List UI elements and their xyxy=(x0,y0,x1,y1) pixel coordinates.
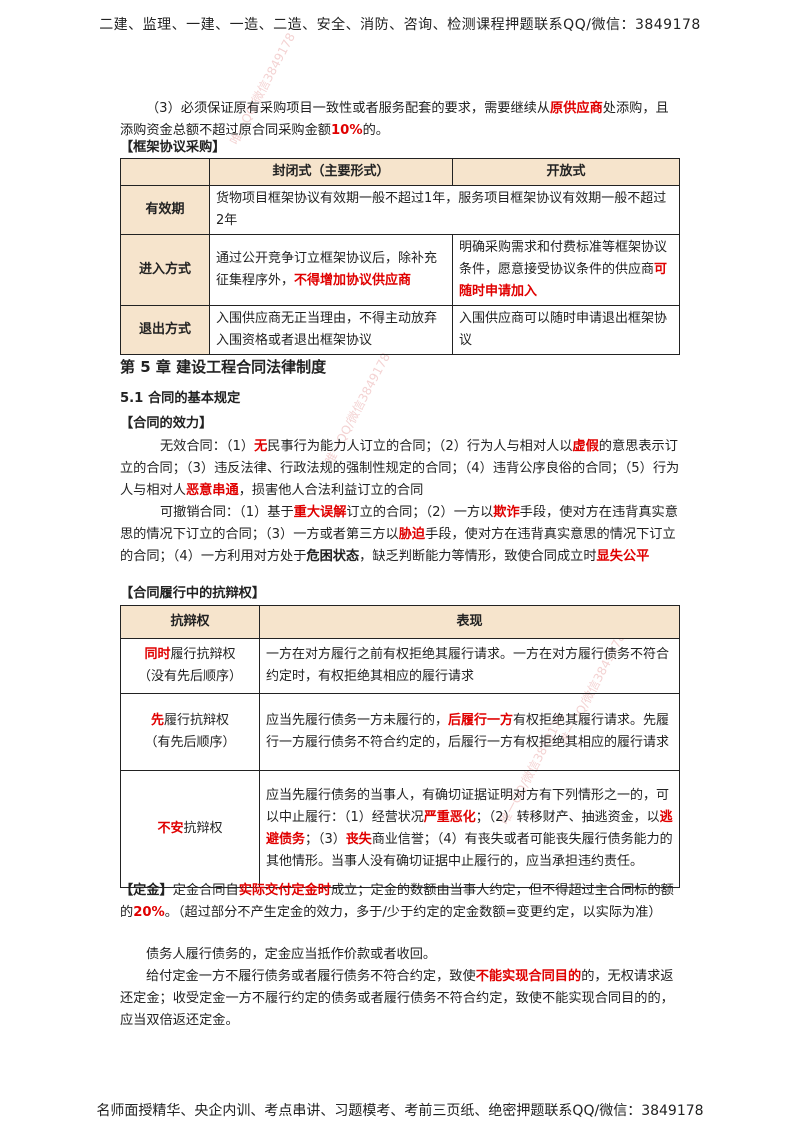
text: 给付定金一方不履行债务或者履行债务不符合约定，致使 xyxy=(146,969,476,984)
penalty-paragraph: 给付定金一方不履行债务或者履行债务不符合约定，致使不能实现合同目的的，无权请求返… xyxy=(120,966,680,1032)
highlight: 原供应商 xyxy=(550,101,603,116)
highlight: 10% xyxy=(331,123,363,138)
text: 抗辩权 xyxy=(183,821,223,836)
text: ；（3） xyxy=(305,832,346,847)
row-label: 有效期 xyxy=(120,185,210,235)
text: 成立；定金的数额由当事人约定，但不得超过主合同标的额的 xyxy=(120,883,674,920)
table-row: 先履行抗辩权 （有先后顺序） 应当先履行债务一方未履行的，后履行一方有权拒绝其履行… xyxy=(120,693,680,771)
row-label: 退出方式 xyxy=(120,305,210,355)
highlight: 胁迫 xyxy=(398,527,426,542)
highlight: 实际交付定金时 xyxy=(238,883,331,898)
text: （3）必须保证原有采购项目一致性或者服务配套的要求，需要继续从 xyxy=(146,101,551,116)
row-label: 进入方式 xyxy=(120,234,210,306)
page-footer: 名师面授精华、央企内训、考点串讲、习题模考、考前三页纸、绝密押题联系QQ/微信：… xyxy=(96,1103,704,1119)
table-cell: 货物项目框架协议有效期一般不超过1年，服务项目框架协议有效期一般不超过2年 xyxy=(209,185,680,235)
row-label: 先履行抗辩权 （有先后顺序） xyxy=(120,693,260,771)
section-title: 5.1 合同的基本规定 xyxy=(120,391,241,406)
defense-table: 抗辩权 表现 同时履行抗辩权 （没有先后顺序） 一方在对方履行之前有权拒绝其履行请… xyxy=(120,605,680,888)
highlight: 危困状态 xyxy=(306,549,360,564)
header-cell: 抗辩权 xyxy=(120,605,260,639)
table-header-row: 封闭式（主要形式） 开放式 xyxy=(120,158,680,186)
highlight: 丧失 xyxy=(345,832,372,847)
highlight: 恶意串通 xyxy=(185,483,239,498)
deposit-paragraph: 【定金】定金合同自实际交付定金时成立；定金的数额由当事人约定，但不得超过主合同标… xyxy=(120,880,680,924)
text: 的。 xyxy=(362,123,389,138)
text: 应当先履行债务的当事人，有确切证据证明对方有下列情形之一的，可以中止履行：（1）… xyxy=(266,788,670,825)
table-cell: 入围供应商无正当理由，不得主动放弃入围资格或者退出框架协议 xyxy=(209,305,453,355)
table-row: 有效期 货物项目框架协议有效期一般不超过1年，服务项目框架协议有效期一般不超过2… xyxy=(120,185,680,235)
text: 商业信誉；（4）有丧失或者可能丧失履行债务能力的其他情形。当事人没有确切证据中止… xyxy=(266,832,673,869)
table-row: 不安抗辩权 应当先履行债务的当事人，有确切证据证明对方有下列情形之一的，可以中止… xyxy=(120,770,680,888)
table-cell: 入围供应商可以随时申请退出框架协议 xyxy=(452,305,680,355)
table-header-row: 抗辩权 表现 xyxy=(120,605,680,639)
revocable-contract-paragraph: 可撤销合同：（1）基于重大误解订立的合同；（2）一方以欺诈手段，使对方在违背真实… xyxy=(120,502,680,568)
text: ；（2）转移财产、抽逃资金，以 xyxy=(475,810,660,825)
highlight: 先 xyxy=(150,713,164,728)
highlight: 严重恶化 xyxy=(423,810,476,825)
header-cell: 开放式 xyxy=(452,158,680,186)
debtor-paragraph: 债务人履行债务的，定金应当抵作价款或者收回。 xyxy=(146,947,437,962)
highlight: 不安 xyxy=(157,821,184,836)
header-cell xyxy=(120,158,210,186)
text: 有权拒绝其履行请求。先履行一方履行债务不符合约定的，后履行一方有权拒绝其相应的履… xyxy=(266,713,670,750)
table-cell: 一方在对方履行之前有权拒绝其履行请求。一方在对方履行债务不符合约定时，有权拒绝其… xyxy=(259,638,680,694)
highlight: 不能实现合同目的 xyxy=(475,969,582,984)
header-cell: 表现 xyxy=(259,605,680,639)
text: 履行抗辩权 xyxy=(164,713,230,728)
text: 手段，使对方在违背真实意思的情况下订立的合同；（4）一方利用对方处于 xyxy=(120,527,676,564)
text: 手段，使对方在违背真实意思的情况下订立的合同；（3）一方或者第三方以 xyxy=(120,505,678,542)
highlight: 同时 xyxy=(144,647,171,662)
highlight: 不得增加协议供应商 xyxy=(294,273,412,288)
text: （有先后顺序） xyxy=(144,735,236,750)
highlight: 虚假 xyxy=(572,439,599,454)
text: 履行抗辩权 xyxy=(170,647,236,662)
page-header: 二建、监理、一建、一造、二造、安全、消防、咨询、检测课程押题联系QQ/微信：38… xyxy=(99,17,701,33)
text: 的，无权请求返还定金；收受定金一方不履行约定的债务或者履行债务不符合约定，致使不… xyxy=(120,969,674,1028)
text: 民事行为能力人订立的合同；（2）行为人与相对人以 xyxy=(267,439,573,454)
text: 通过公开竞争订立框架协议后，除补充征集程序外， xyxy=(216,251,438,288)
text: 明确采购需求和付费标准等框架协议条件，愿意接受协议条件的供应商 xyxy=(459,240,668,277)
highlight: 欺诈 xyxy=(493,505,520,520)
header-cell: 封闭式（主要形式） xyxy=(209,158,453,186)
heading: 【定金】 xyxy=(120,883,173,898)
chapter-title: 第 5 章 建设工程合同法律制度 xyxy=(120,358,327,376)
highlight: 无 xyxy=(254,439,268,454)
procure-paragraph: （3）必须保证原有采购项目一致性或者服务配套的要求，需要继续从原供应商处添购，且… xyxy=(120,98,680,142)
highlight: 逃避债务 xyxy=(266,810,673,847)
validity-heading: 【合同的效力】 xyxy=(120,416,213,431)
highlight: 重大误解 xyxy=(293,505,347,520)
table-row: 退出方式 入围供应商无正当理由，不得主动放弃入围资格或者退出框架协议 入围供应商… xyxy=(120,305,680,355)
defense-heading: 【合同履行中的抗辩权】 xyxy=(120,586,266,601)
text: ，损害他人合法利益订立的合同 xyxy=(238,483,424,498)
table-cell: 通过公开竞争订立框架协议后，除补充征集程序外，不得增加协议供应商 xyxy=(209,234,453,306)
void-contract-paragraph: 无效合同：（1）无民事行为能力人订立的合同；（2）行为人与相对人以虚假的意思表示… xyxy=(120,436,680,502)
highlight: 后履行一方 xyxy=(448,713,514,728)
highlight: 可随时申请加入 xyxy=(459,262,668,299)
table-cell: 明确采购需求和付费标准等框架协议条件，愿意接受协议条件的供应商可随时申请加入 xyxy=(452,234,680,306)
text: 的意思表示订立的合同；（3）违反法律、行政法规的强制性规定的合同；（4）违背公序… xyxy=(120,439,680,498)
highlight: 20% xyxy=(133,905,165,920)
text: 订立的合同；（2）一方以 xyxy=(346,505,494,520)
table-row: 进入方式 通过公开竞争订立框架协议后，除补充征集程序外，不得增加协议供应商 明确… xyxy=(120,234,680,306)
row-label: 不安抗辩权 xyxy=(120,770,260,888)
text: 定金合同自 xyxy=(172,883,239,898)
framework-table: 封闭式（主要形式） 开放式 有效期 货物项目框架协议有效期一般不超过1年，服务项… xyxy=(120,158,680,355)
text: 处添购，且添购资金总额不超过原合同采购金额 xyxy=(120,101,669,138)
table-cell: 应当先履行债务一方未履行的，后履行一方有权拒绝其履行请求。先履行一方履行债务不符… xyxy=(259,693,680,771)
text: ，缺乏判断能力等情形，致使合同成立时 xyxy=(359,549,597,564)
text: （没有先后顺序） xyxy=(137,669,242,684)
highlight: 显失公平 xyxy=(596,549,650,564)
framework-heading: 【框架协议采购】 xyxy=(120,140,226,155)
text: 。（超过部分不产生定金的效力，多于/少于约定的定金数额=变更约定，以实际为准） xyxy=(164,905,662,920)
text: 无效合同：（1） xyxy=(160,439,255,454)
table-row: 同时履行抗辩权 （没有先后顺序） 一方在对方履行之前有权拒绝其履行请求。一方在对方… xyxy=(120,638,680,694)
table-cell: 应当先履行债务的当事人，有确切证据证明对方有下列情形之一的，可以中止履行：（1）… xyxy=(259,770,680,888)
row-label: 同时履行抗辩权 （没有先后顺序） xyxy=(120,638,260,694)
text: 可撤销合同：（1）基于 xyxy=(160,505,294,520)
text: 应当先履行债务一方未履行的， xyxy=(266,713,449,728)
